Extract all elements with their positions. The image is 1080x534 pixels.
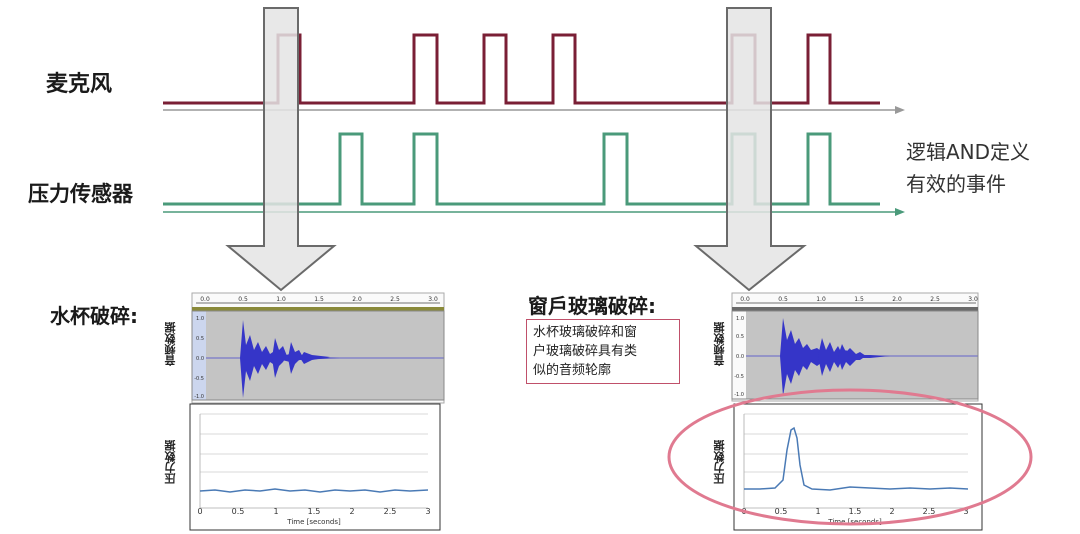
amp-tick-label: 0.5 (736, 334, 744, 340)
x-tick-label: 1.5 (308, 507, 321, 516)
window-break-label: 窗戶玻璃破碎: (528, 294, 656, 318)
left-pressure-ylabel: 压力数据 (164, 440, 177, 484)
top-tick-label: 1.0 (276, 296, 286, 303)
left-audio-ylabel: 音频数据 (164, 322, 177, 366)
right-event-arrow (693, 7, 807, 292)
x-tick-label: 2.5 (384, 507, 397, 516)
time-axis-label: Time [seconds] (286, 518, 341, 526)
amp-tick-label: -1.0 (194, 394, 204, 400)
left-pressure-panel: 0 0.5 1 1.5 2 2.5 3 Time [seconds] (189, 403, 441, 531)
left-waveform (240, 320, 340, 398)
similarity-note: 水杯玻璃破碎和窗 户玻璃破碎具有类 似的音频轮廓 (526, 319, 680, 384)
pressure-axis-arrowhead (895, 208, 905, 216)
top-tick-label: 0.5 (778, 296, 788, 303)
microphone-signal (163, 33, 880, 105)
amp-tick-label: 0.0 (736, 354, 744, 360)
note-line: 户玻璃破碎具有类 (533, 344, 638, 359)
note-line: 似的音频轮廓 (533, 363, 612, 378)
highlight-ellipse (667, 388, 1033, 526)
right-waveform (780, 318, 890, 396)
x-tick-label: 3 (425, 507, 430, 516)
x-tick-label: 2 (889, 507, 894, 516)
right-audio-ylabel: 音频数据 (713, 322, 726, 366)
cup-break-label: 水杯破碎: (50, 304, 138, 328)
top-tick-label: 3.0 (968, 296, 978, 303)
right-audio-panel: 0.0 0.5 1.0 1.5 2.0 2.5 3.0 1.0 0.5 0.0 … (731, 292, 979, 402)
left-audio-panel: 0.0 0.5 1.0 1.5 2.0 2.5 3.0 1.0 0.5 0.0 … (191, 292, 445, 404)
x-tick-label: 3 (963, 507, 968, 516)
microphone-label: 麦克风 (46, 72, 113, 97)
left-pressure-trace (199, 488, 429, 493)
x-tick-label: 1 (815, 507, 820, 516)
and-logic-line2: 有效的事件 (906, 172, 1006, 196)
and-logic-label: 逻辑AND定义 有效的事件 (906, 136, 1030, 200)
note-line: 水杯玻璃破碎和窗 (533, 325, 638, 340)
top-tick-label: 0.0 (200, 296, 210, 303)
x-tick-label: 2.5 (923, 507, 936, 516)
amp-tick-label: -0.5 (194, 376, 204, 382)
left-event-arrow (225, 7, 337, 292)
and-logic-line1: 逻辑AND定义 (906, 140, 1031, 164)
microphone-axis-arrowhead (895, 106, 905, 114)
right-pressure-trace (744, 426, 969, 491)
x-tick-label: 1.5 (849, 507, 862, 516)
right-pressure-ylabel: 压力数据 (713, 440, 726, 484)
amp-tick-label: 0.5 (196, 336, 204, 342)
top-tick-label: 0.0 (740, 296, 750, 303)
right-pressure-panel: 0 0.5 1 1.5 2 2.5 3 Time [seconds] (733, 403, 983, 531)
pressure-signal (163, 132, 880, 206)
x-tick-label: 0 (197, 507, 202, 516)
top-tick-label: 2.5 (390, 296, 400, 303)
x-tick-label: 0.5 (232, 507, 245, 516)
pressure-sensor-label: 压力传感器 (28, 182, 133, 206)
top-tick-label: 2.0 (352, 296, 362, 303)
x-tick-label: 1 (273, 507, 278, 516)
amp-tick-label: 0.0 (196, 356, 204, 362)
amp-tick-label: -1.0 (734, 392, 744, 398)
top-tick-label: 1.0 (816, 296, 826, 303)
amp-tick-label: 1.0 (736, 316, 744, 322)
top-tick-label: 0.5 (238, 296, 248, 303)
top-tick-label: 3.0 (428, 296, 438, 303)
x-tick-label: 2 (349, 507, 354, 516)
time-axis-label: Time [seconds] (827, 518, 882, 526)
x-tick-label: 0.5 (775, 507, 788, 516)
top-tick-label: 1.5 (854, 296, 864, 303)
top-tick-label: 1.5 (314, 296, 324, 303)
top-tick-label: 2.0 (892, 296, 902, 303)
amp-tick-label: 1.0 (196, 316, 204, 322)
amp-tick-label: -0.5 (734, 374, 744, 380)
top-tick-label: 2.5 (930, 296, 940, 303)
